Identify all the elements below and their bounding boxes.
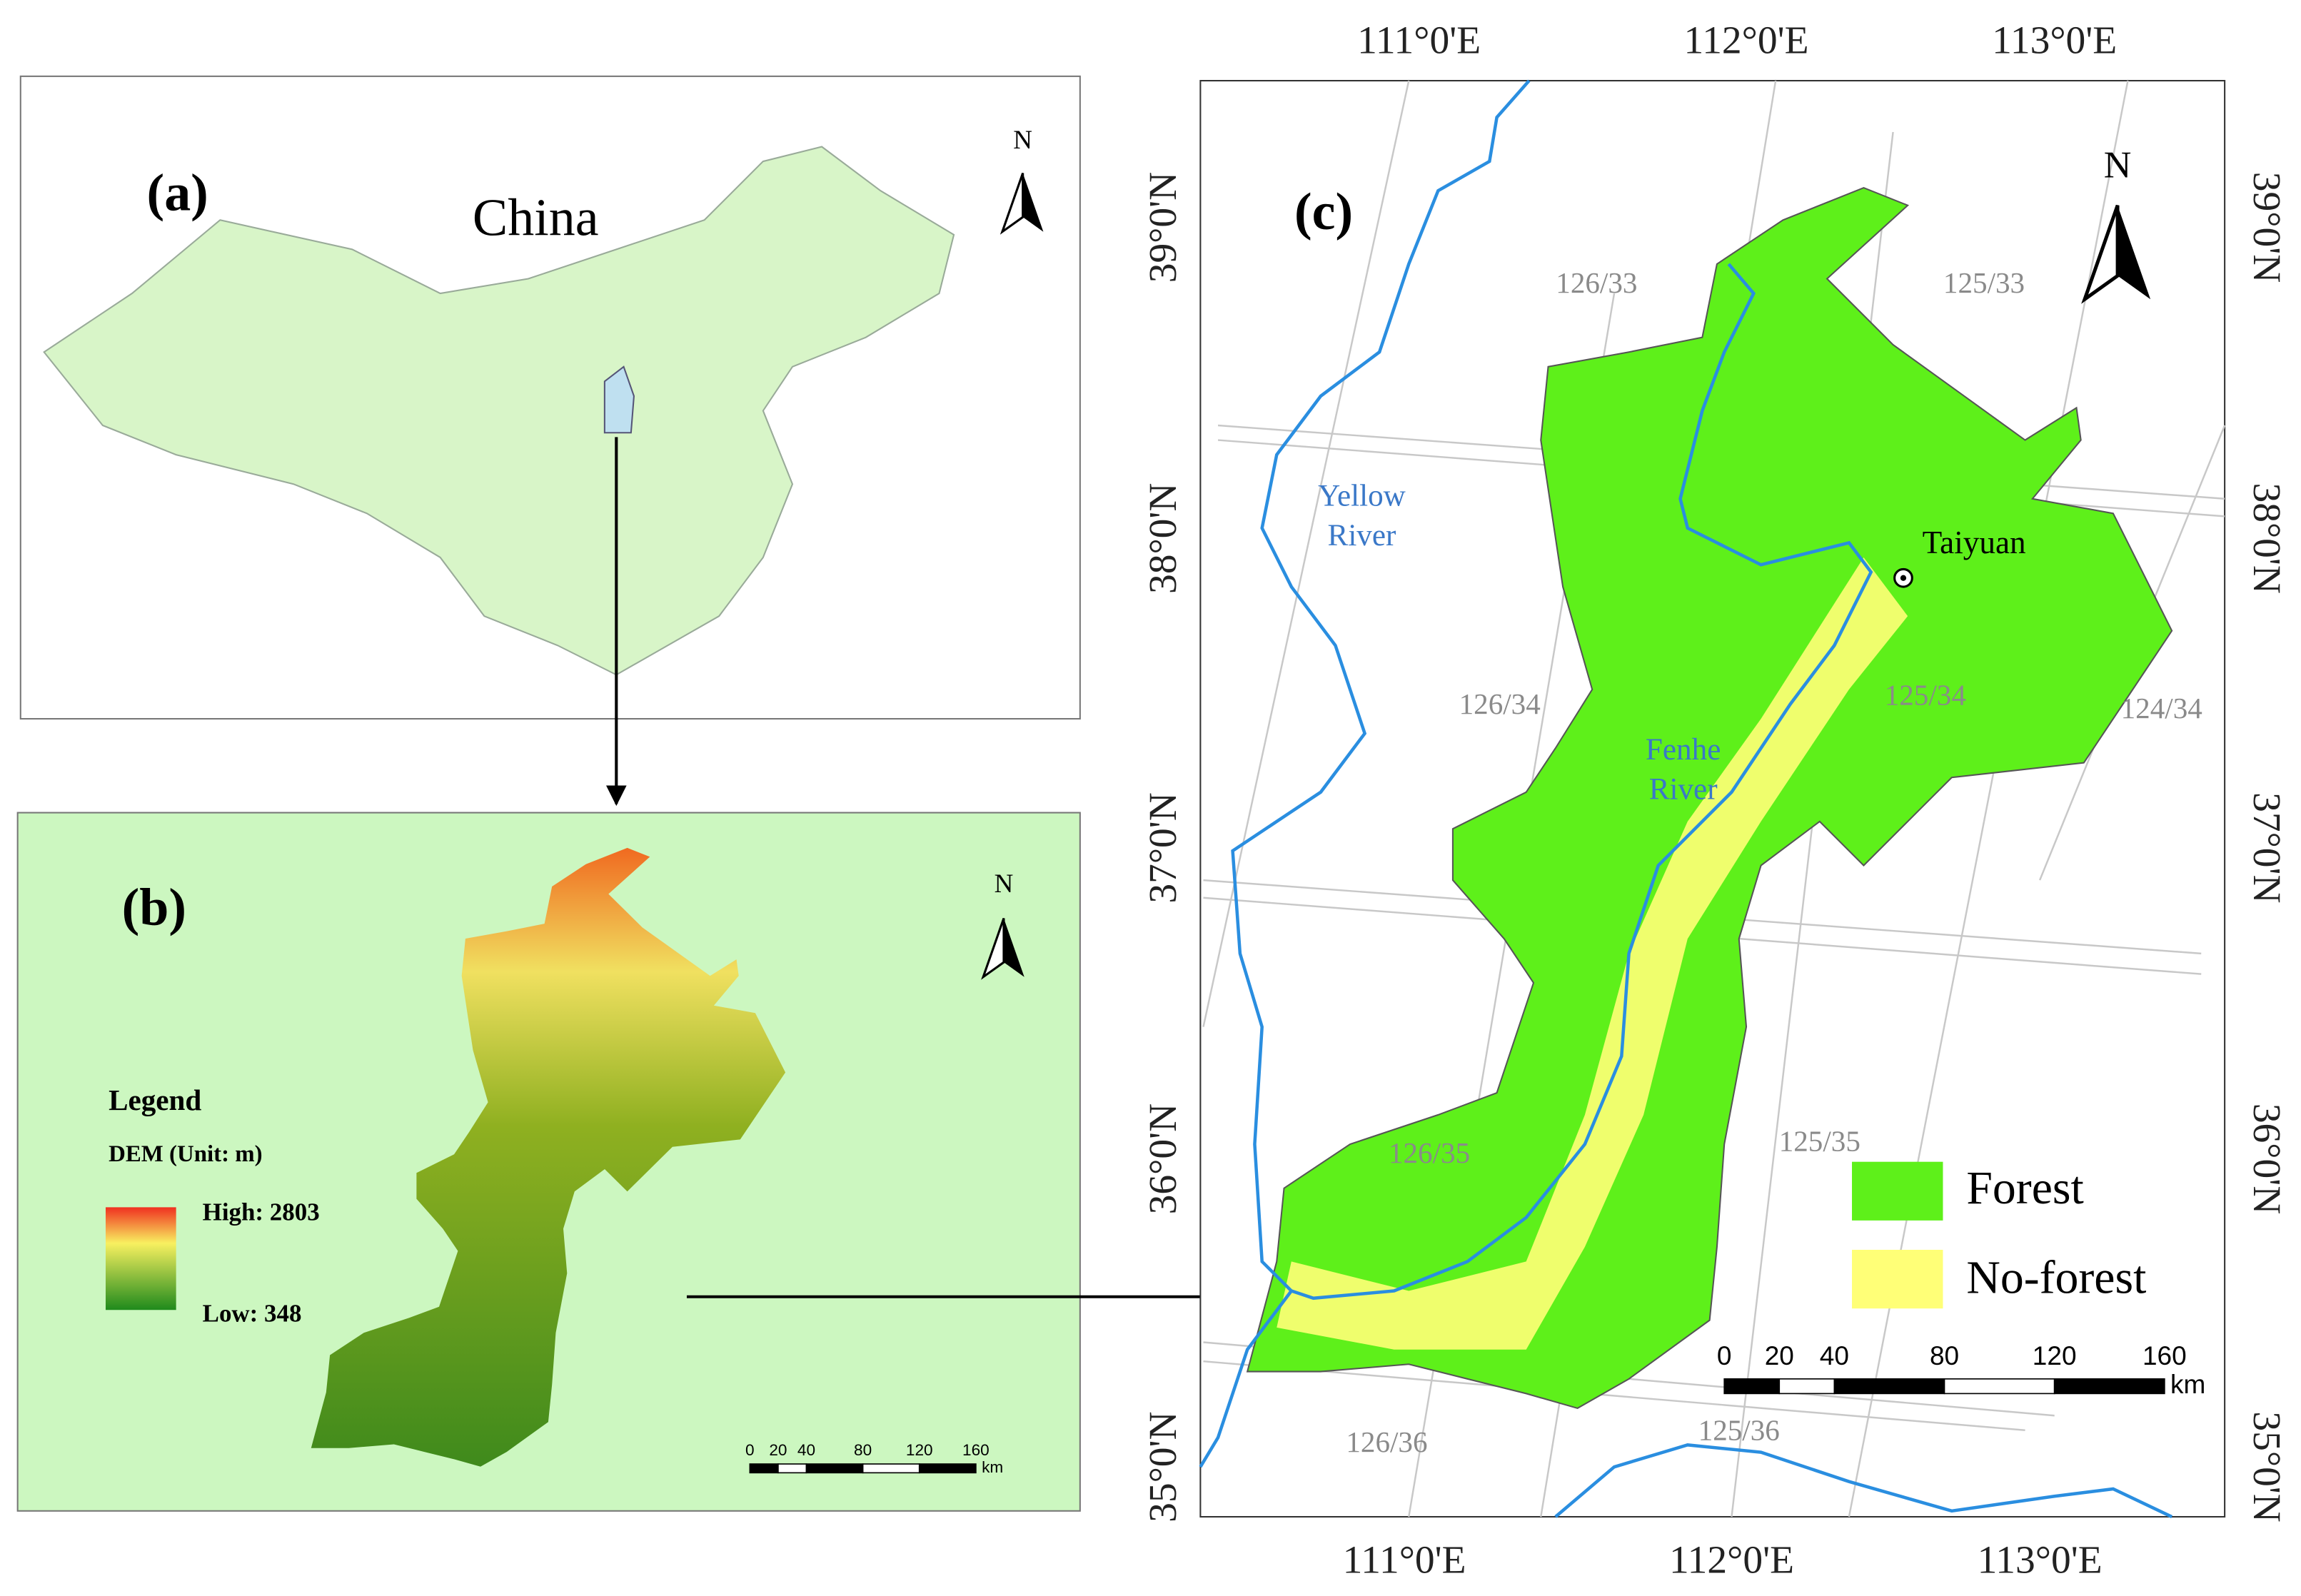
panel-label: (a)	[147, 163, 208, 222]
longitude-label: 113°0'E	[1992, 19, 2117, 62]
scale-segment	[777, 1463, 807, 1474]
latitude-label: 37°0'N	[2245, 792, 2288, 903]
north-label: N	[2104, 143, 2132, 186]
scale-unit: km	[2170, 1370, 2205, 1399]
latitude-label: 36°0'N	[1142, 1103, 1185, 1214]
rivers	[1199, 79, 2173, 1519]
scale-segment	[1943, 1378, 2055, 1395]
river-label: Yellow	[1318, 480, 1406, 513]
panel-c-labels: 111°0'E 111°0'E 112°0'E 112°0'E 113°0'E 113°0…	[1142, 19, 2288, 1582]
scale-label: 160	[2143, 1341, 2187, 1370]
longitude-label: 113°0'E	[1978, 1539, 2103, 1582]
scene-label: 126/36	[1346, 1425, 1427, 1458]
scale-label: 20	[1765, 1341, 1794, 1370]
legend-ramp	[105, 1207, 176, 1310]
north-label: N	[1013, 126, 1032, 155]
scale-segment	[1833, 1378, 1945, 1395]
latitude-label: 38°0'N	[2245, 483, 2288, 594]
river-label: Fenhe	[1646, 733, 1721, 767]
north-label: N	[995, 869, 1014, 899]
country-label: China	[473, 188, 599, 247]
shanxi-location	[603, 365, 635, 434]
china-map	[43, 146, 955, 676]
latitude-label: 39°0'N	[2245, 172, 2288, 283]
scale-label: 120	[2033, 1341, 2077, 1370]
latitude-label: 39°0'N	[1142, 172, 1185, 283]
scene-label: 126/34	[1459, 687, 1541, 720]
scene-label: 125/36	[1698, 1413, 1780, 1446]
scale-label: 20	[769, 1441, 787, 1459]
scale-label: 120	[906, 1441, 933, 1459]
legend-swatch	[1852, 1249, 1943, 1309]
longitude-label: 112°0'E	[1669, 1539, 1794, 1582]
scale-segment	[1723, 1378, 1781, 1395]
legend-low: Low: 348	[203, 1299, 302, 1327]
latitude-label: 35°0'N	[2245, 1411, 2288, 1522]
latitude-label: 36°0'N	[2245, 1103, 2288, 1214]
city-marker	[1900, 575, 1907, 581]
scale-label: 80	[1930, 1341, 1959, 1370]
river-label: River	[1328, 519, 1396, 552]
legend-label: Forest	[1966, 1162, 2083, 1214]
legend-subtitle: DEM (Unit: m)	[109, 1141, 263, 1167]
legend-label: No-forest	[1966, 1251, 2146, 1303]
longitude-label: 111°0'E	[1357, 19, 1481, 62]
scale-segment	[2053, 1378, 2165, 1395]
no-forest-area	[1277, 557, 1908, 1350]
scale-label: 0	[745, 1441, 755, 1459]
longitude-label: 112°0'E	[1684, 19, 1809, 62]
scale-label: 40	[797, 1441, 815, 1459]
scene-label: 124/34	[2121, 692, 2202, 724]
legend-title: Legend	[109, 1084, 201, 1116]
scene-label: 125/33	[1943, 266, 2025, 299]
scene-label: 126/35	[1389, 1136, 1470, 1169]
scale-segment	[918, 1463, 977, 1474]
latitude-label: 38°0'N	[1142, 483, 1185, 594]
scale-segment	[749, 1463, 779, 1474]
scale-label: 80	[854, 1441, 872, 1459]
scale-segment	[862, 1463, 920, 1474]
longitude-label: 111°0'E	[1343, 1539, 1466, 1582]
river-label: River	[1649, 773, 1718, 807]
panel-label: (c)	[1294, 183, 1353, 241]
panel-label: (b)	[122, 878, 186, 936]
legend-high: High: 2803	[203, 1198, 320, 1226]
latitude-label: 37°0'N	[1142, 792, 1185, 903]
legend-swatch	[1852, 1161, 1943, 1221]
city-label: Taiyuan	[1923, 525, 2026, 560]
scale-label: 40	[1820, 1341, 1849, 1370]
scene-label: 126/33	[1556, 266, 1637, 299]
scene-label: 125/35	[1779, 1124, 1861, 1157]
scale-segment	[805, 1463, 864, 1474]
scale-unit: km	[982, 1458, 1003, 1476]
latitude-label: 35°0'N	[1142, 1411, 1185, 1522]
scale-segment	[1778, 1378, 1836, 1395]
scale-label: 160	[962, 1441, 990, 1459]
scale-label: 0	[1717, 1341, 1732, 1370]
scene-label: 125/34	[1885, 679, 1966, 712]
